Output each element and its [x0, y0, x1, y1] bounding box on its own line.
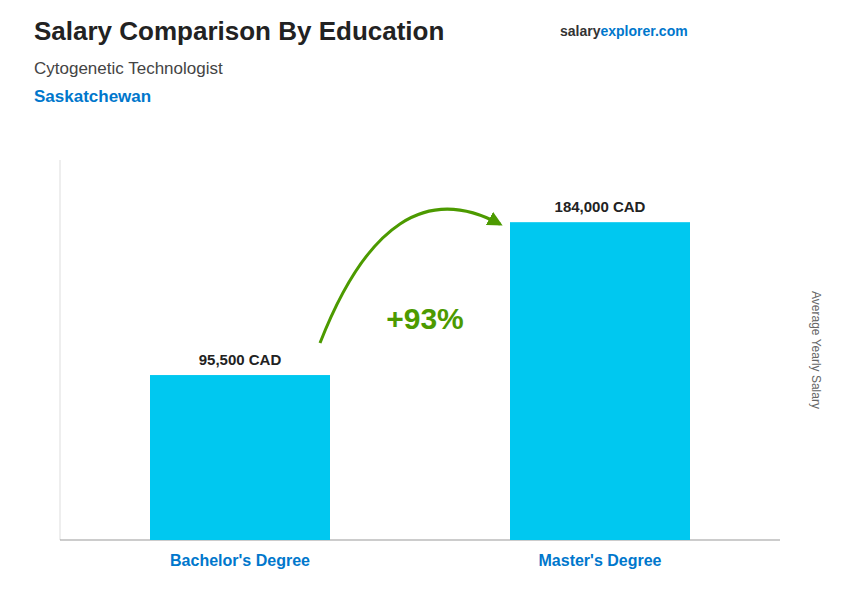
x-tick-label: Master's Degree: [539, 552, 662, 569]
bar: [150, 375, 330, 540]
chart-container: Salary Comparison By Education Cytogeneti…: [0, 0, 850, 606]
data-label: 184,000 CAD: [555, 198, 646, 215]
percent-change: +93%: [386, 302, 464, 335]
y-axis-label: Average Yearly Salary: [809, 291, 823, 409]
bar: [510, 222, 690, 540]
bars: [150, 222, 690, 540]
change-arrow: [320, 209, 500, 343]
source-part: .com: [655, 23, 688, 39]
data-label: 95,500 CAD: [199, 351, 282, 368]
region: Saskatchewan: [34, 87, 151, 106]
source-part: explorer: [600, 23, 656, 39]
title: Salary Comparison By Education: [34, 16, 444, 46]
y-axis-line: [60, 160, 61, 540]
x-tick-label: Bachelor's Degree: [170, 552, 310, 569]
source-part: salary: [560, 23, 601, 39]
source: salaryexplorer.com: [560, 23, 688, 39]
subtitle: Cytogenetic Technologist: [34, 59, 223, 78]
chart: Salary Comparison By Education Cytogeneti…: [0, 0, 850, 606]
